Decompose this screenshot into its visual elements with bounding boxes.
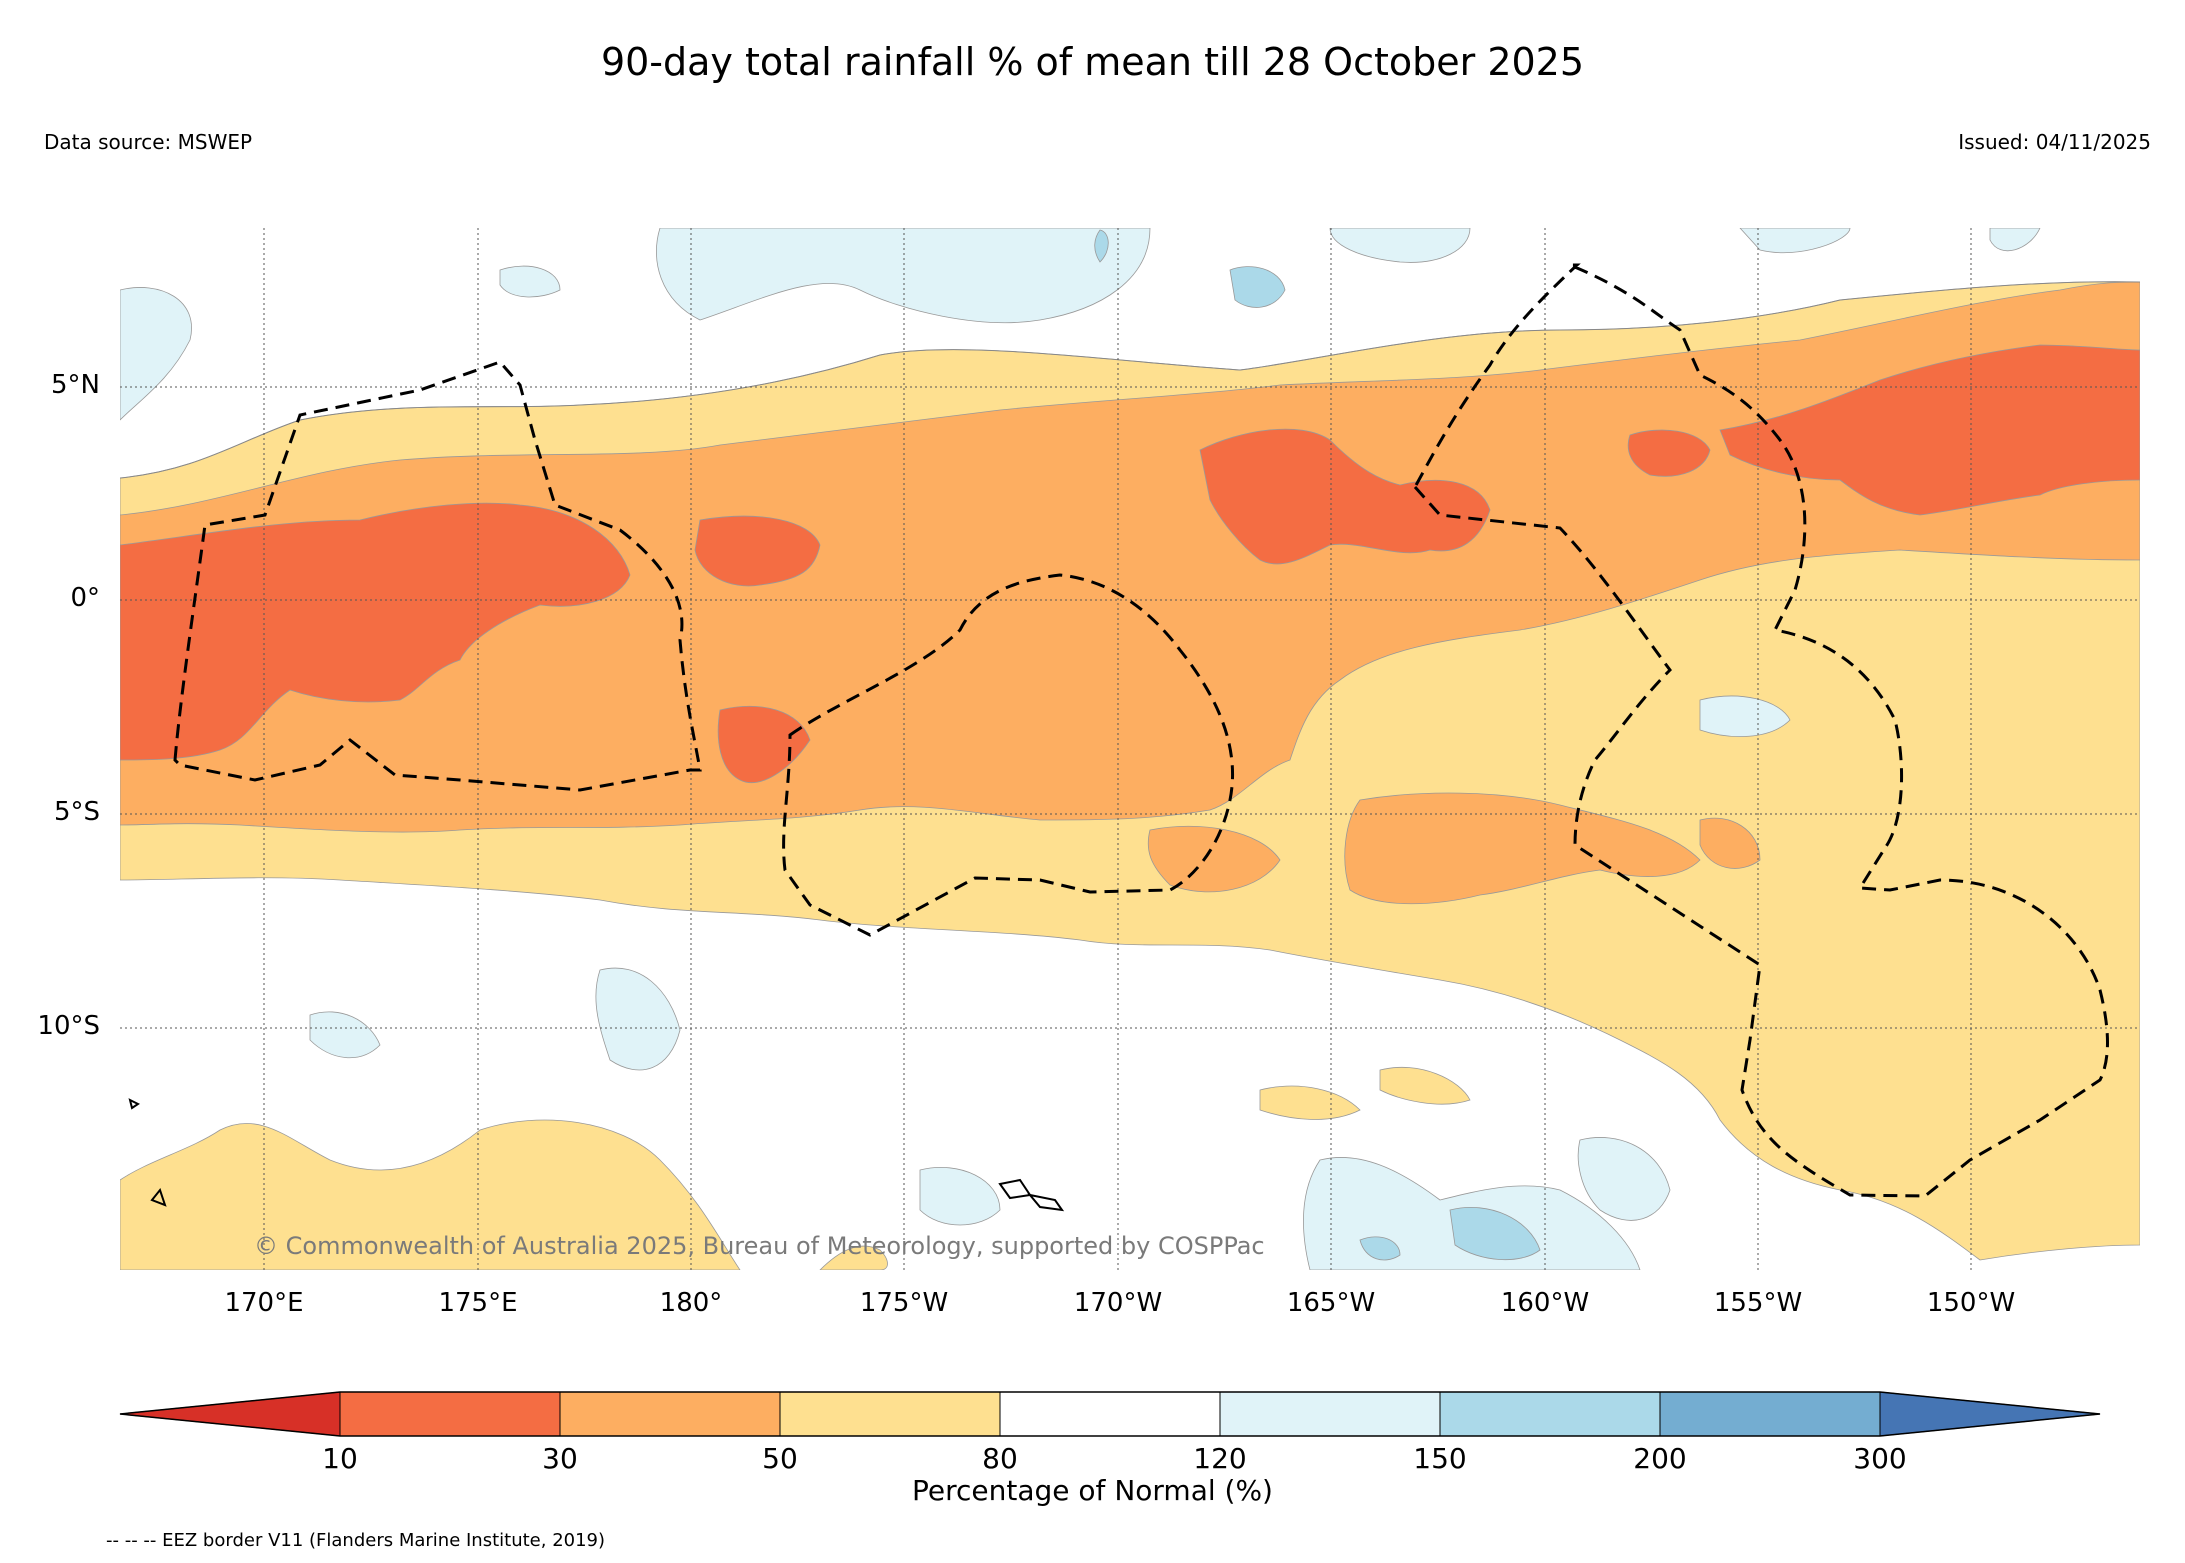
island-outlines [128, 1098, 1065, 1212]
map-title: 90-day total rainfall % of mean till 28 … [600, 40, 1585, 84]
colorbar-tick-200: 200 [1633, 1442, 1687, 1475]
colorbar-tick-300: 300 [1853, 1442, 1907, 1475]
lon-label-155w: 155°W [1713, 1288, 1803, 1318]
colorbar-tick-30: 30 [542, 1442, 578, 1475]
colorbar-swatch-lt10 [119, 1391, 341, 1437]
lon-label-175e: 175°E [438, 1288, 518, 1318]
lon-label-180: 180° [659, 1288, 723, 1318]
lon-label-160w: 160°W [1500, 1288, 1590, 1318]
lat-label-5n: 5°N [51, 370, 100, 400]
wetter-patch-south [1359, 1207, 1541, 1261]
contour-outlines [120, 281, 2140, 479]
colorbar-tick-10: 10 [322, 1442, 358, 1475]
lon-label-170e: 170°E [224, 1288, 304, 1318]
colorbar-tick-50: 50 [762, 1442, 798, 1475]
colorbar-swatch-150-200 [1439, 1391, 1661, 1437]
colorbar [119, 1391, 2101, 1437]
issued-date-label: Issued: 04/11/2025 [1958, 130, 2151, 154]
colorbar-tick-80: 80 [982, 1442, 1018, 1475]
colorbar-tick-150: 150 [1413, 1442, 1467, 1475]
colorbar-swatch-50-80 [779, 1391, 1001, 1437]
graticule [120, 228, 2140, 1270]
colorbar-outline [119, 1391, 2101, 1437]
eez-footnote: -- -- -- EEZ border V11 (Flanders Marine… [106, 1530, 606, 1551]
colorbar-swatch-80-120 [999, 1391, 1221, 1437]
wet-patch-south [309, 695, 1791, 1270]
band-10-30 [120, 344, 2140, 783]
data-source-label: Data source: MSWEP [44, 130, 253, 154]
lat-label-0: 0° [70, 583, 100, 613]
colorbar-title: Percentage of Normal (%) [912, 1474, 1273, 1507]
lon-label-175w: 175°W [859, 1288, 949, 1318]
colorbar-swatch-10-30 [339, 1391, 561, 1437]
map-field [120, 228, 2140, 1270]
lon-label-170w: 170°W [1073, 1288, 1163, 1318]
lon-label-165w: 165°W [1286, 1288, 1376, 1318]
colorbar-tick-120: 120 [1193, 1442, 1247, 1475]
lon-label-150w: 150°W [1926, 1288, 2016, 1318]
wet-patch-north [120, 228, 2041, 421]
lat-label-10s: 10°S [37, 1011, 100, 1041]
colorbar-swatch-gt300 [1879, 1391, 2101, 1437]
colorbar-swatch-120-150 [1219, 1391, 1441, 1437]
wetter-patch-north [1094, 229, 1286, 308]
colorbar-swatch-200-300 [1659, 1391, 1881, 1437]
lat-label-5s: 5°S [53, 797, 100, 827]
eez-borders [173, 263, 2109, 1198]
colorbar-swatch-30-50 [559, 1391, 781, 1437]
copyright-credit: © Commonwealth of Australia 2025, Bureau… [254, 1232, 1265, 1260]
